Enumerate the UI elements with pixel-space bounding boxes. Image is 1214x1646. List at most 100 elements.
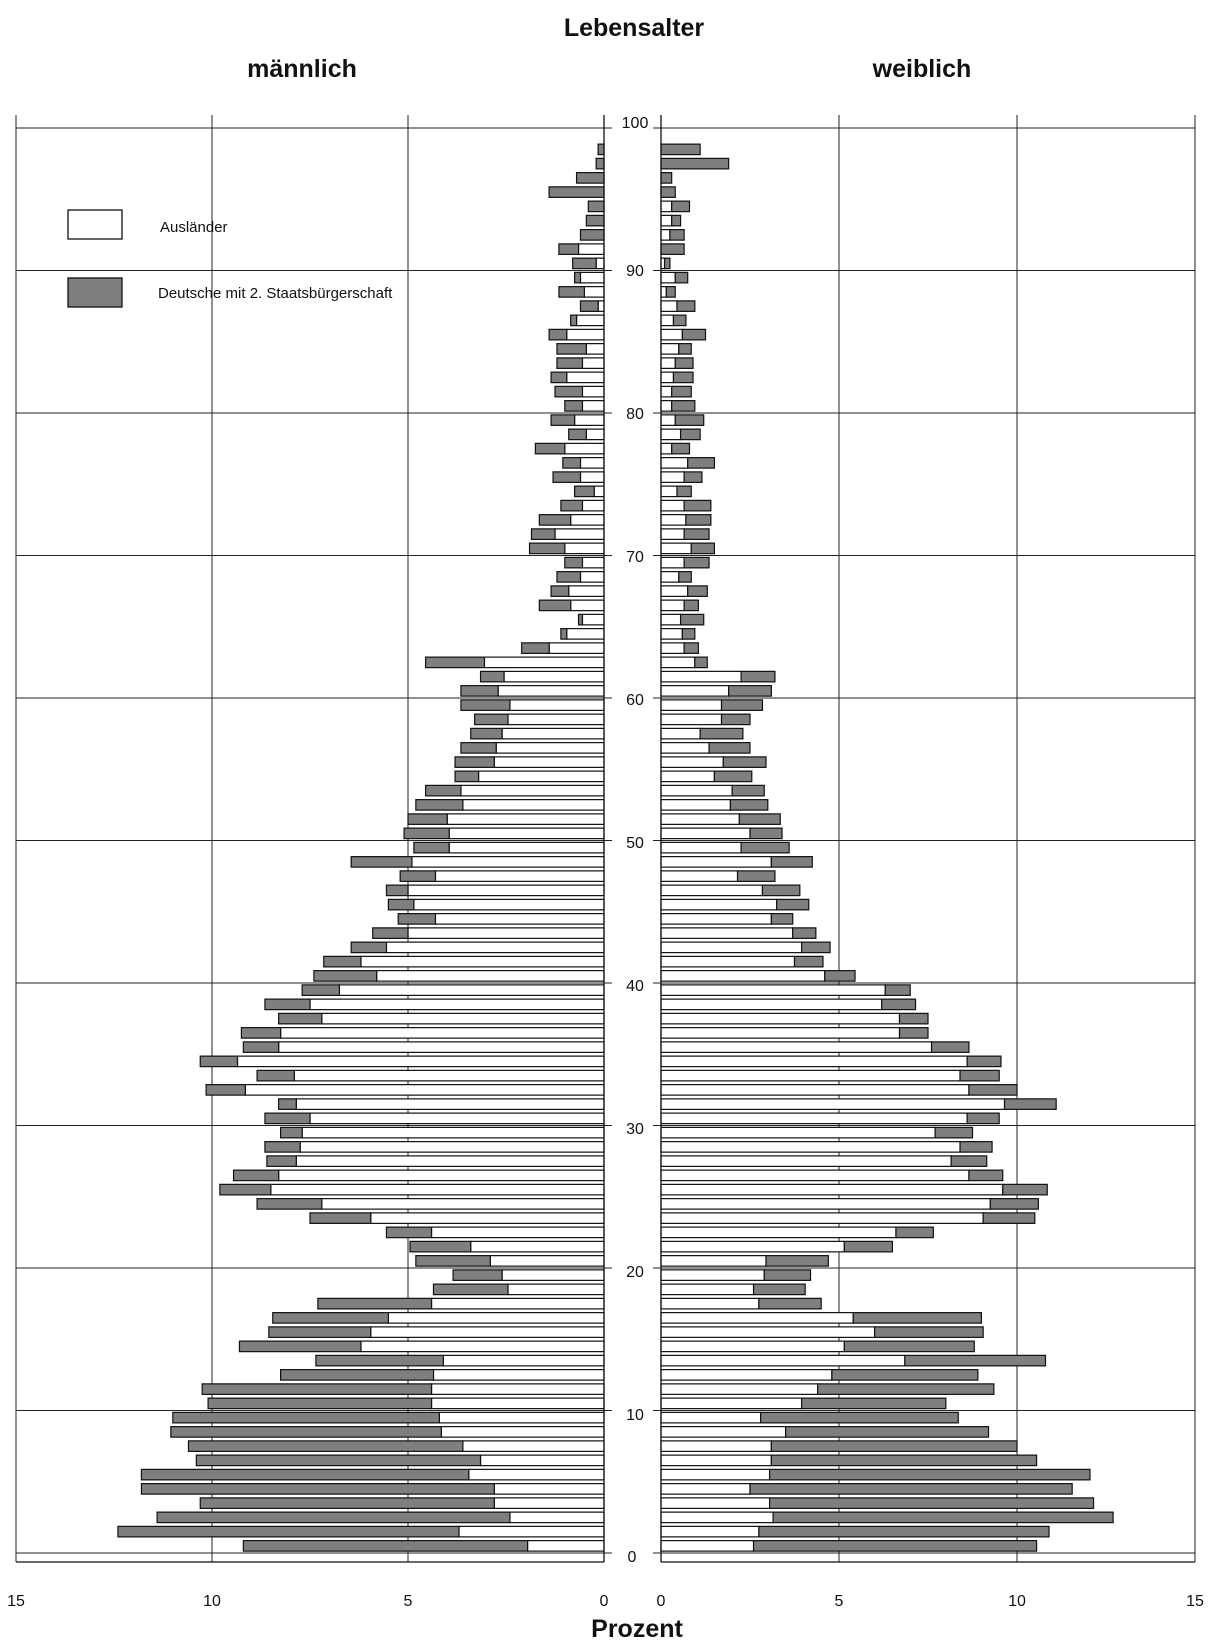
- male-auslaender-bar: [370, 1212, 605, 1224]
- male-deutsche-bar: [117, 1525, 460, 1538]
- female-deutsche-bar: [966, 1112, 1000, 1125]
- male-auslaender-bar: [568, 585, 605, 597]
- male-auslaender-bar: [477, 770, 605, 783]
- male-auslaender-bar: [448, 841, 605, 854]
- male-auslaender-bar: [579, 271, 605, 284]
- female-deutsche-bar: [690, 542, 716, 555]
- male-auslaender-bar: [564, 442, 605, 455]
- male-deutsche-bar: [403, 827, 450, 840]
- male-deutsche-bar: [425, 656, 486, 669]
- female-auslaender-bar: [660, 214, 673, 227]
- female-auslaender-bar: [660, 856, 772, 868]
- female-auslaender-bar: [660, 770, 716, 783]
- male-auslaender-bar: [430, 1226, 605, 1239]
- male-auslaender-bar: [338, 984, 605, 996]
- male-deutsche-bar: [432, 1283, 509, 1296]
- female-deutsche-bar: [770, 1454, 1038, 1467]
- female-deutsche-bar: [728, 685, 772, 697]
- male-deutsche-bar: [585, 214, 605, 227]
- male-x-tick-label: 10: [203, 1593, 221, 1610]
- female-deutsche-bar: [685, 514, 712, 526]
- male-deutsche-bar: [256, 1069, 295, 1082]
- female-auslaender-bar: [660, 1369, 833, 1381]
- male-deutsche-bar: [170, 1426, 442, 1438]
- female-auslaender-bar: [660, 642, 685, 654]
- male-auslaender-bar: [280, 1027, 605, 1039]
- female-deutsche-bar: [740, 841, 790, 854]
- male-deutsche-bar: [470, 727, 503, 740]
- female-deutsche-bar: [989, 1198, 1039, 1210]
- female-deutsche-bar: [824, 970, 856, 982]
- female-deutsche-bar: [768, 1497, 1095, 1509]
- age-tick-label: 40: [626, 978, 644, 995]
- male-auslaender-bar: [448, 827, 605, 840]
- male-deutsche-bar: [568, 428, 587, 441]
- female-deutsche-bar: [669, 229, 685, 241]
- male-deutsche-bar: [256, 1198, 323, 1210]
- female-auslaender-bar: [660, 1240, 845, 1253]
- female-auslaender-bar: [660, 742, 710, 754]
- male-auslaender-bar: [509, 1511, 605, 1524]
- male-auslaender-bar: [489, 1255, 605, 1267]
- female-auslaender-bar: [660, 970, 826, 982]
- female-deutsche-bar: [873, 1326, 984, 1338]
- male-auslaender-bar: [548, 642, 605, 654]
- female-deutsche-bar: [1002, 1183, 1048, 1196]
- chart-title: Lebensalter: [564, 14, 705, 42]
- female-deutsche-bar: [722, 756, 767, 768]
- male-auslaender-bar: [407, 884, 605, 897]
- female-auslaender-bar: [660, 1169, 970, 1182]
- female-auslaender-bar: [660, 400, 673, 412]
- female-deutsche-bar: [770, 856, 813, 868]
- female-deutsche-bar: [683, 499, 712, 512]
- legend-swatch-auslaender: [67, 209, 123, 240]
- female-auslaender-bar: [660, 998, 883, 1011]
- female-deutsche-bar: [660, 186, 676, 198]
- male-deutsche-bar: [172, 1411, 440, 1424]
- male-auslaender-bar: [385, 941, 605, 954]
- male-auslaender-bar: [493, 1483, 605, 1495]
- female-auslaender-bar: [660, 1497, 771, 1509]
- male-deutsche-bar: [266, 1155, 297, 1167]
- female-deutsche-bar: [959, 1069, 1000, 1082]
- male-auslaender-bar: [495, 742, 605, 754]
- male-auslaender-bar: [438, 1411, 605, 1424]
- male-deutsche-bar: [570, 314, 578, 327]
- female-auslaender-bar: [660, 1397, 803, 1410]
- female-auslaender-bar: [660, 1411, 762, 1424]
- female-auslaender-bar: [660, 1297, 760, 1310]
- male-auslaender-bar: [579, 471, 605, 483]
- female-auslaender-bar: [660, 200, 673, 213]
- female-auslaender-bar: [660, 1525, 760, 1538]
- female-auslaender-bar: [660, 1426, 787, 1438]
- male-auslaender-bar: [595, 257, 605, 270]
- female-deutsche-bar: [671, 400, 696, 412]
- male-deutsche-bar: [554, 385, 584, 398]
- female-deutsche-bar: [660, 143, 701, 156]
- female-deutsche-bar: [784, 1426, 990, 1438]
- female-auslaender-bar: [660, 286, 667, 298]
- female-deutsche-bar: [758, 1297, 822, 1310]
- male-deutsche-bar: [397, 913, 437, 925]
- male-deutsche-bar: [550, 414, 576, 426]
- female-deutsche-bar: [843, 1240, 894, 1253]
- female-auslaender-bar: [660, 898, 778, 911]
- male-deutsche-bar: [385, 1226, 433, 1239]
- female-deutsche-bar: [731, 784, 765, 797]
- male-auslaender-bar: [583, 286, 605, 298]
- male-deutsche-bar: [521, 642, 550, 654]
- male-auslaender-bar: [360, 1340, 605, 1353]
- male-auslaender-bar: [503, 670, 605, 683]
- female-deutsche-bar: [679, 428, 701, 441]
- female-deutsche-bar: [770, 913, 794, 925]
- female-deutsche-bar: [843, 1340, 975, 1353]
- male-deutsche-bar: [425, 784, 462, 797]
- male-auslaender-bar: [493, 1497, 605, 1509]
- female-auslaender-bar: [660, 1198, 991, 1210]
- male-deutsche-bar: [199, 1497, 495, 1509]
- female-deutsche-bar: [884, 984, 911, 996]
- male-auslaender-bar: [501, 727, 605, 740]
- male-auslaender-bar: [442, 1354, 605, 1367]
- male-deutsche-bar: [264, 1112, 311, 1125]
- male-deutsche-bar: [409, 1240, 472, 1253]
